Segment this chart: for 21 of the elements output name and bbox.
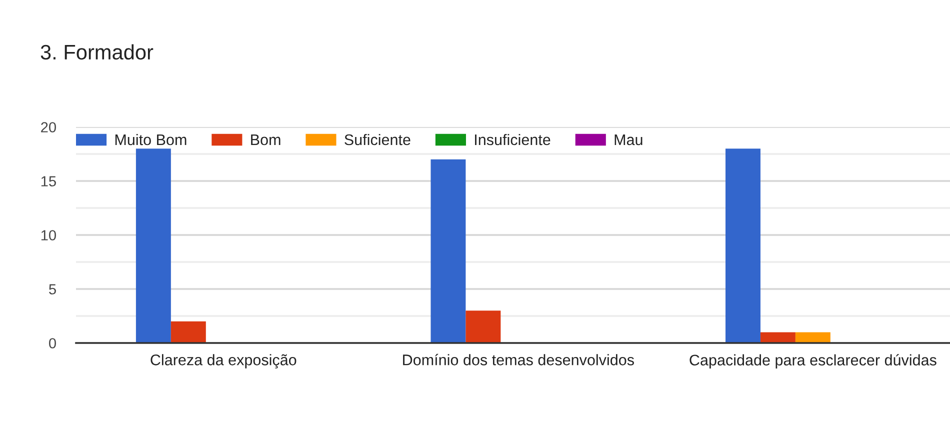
y-tick-label: 0 (49, 338, 56, 348)
bar (795, 332, 830, 343)
bar (170, 321, 206, 343)
bar (466, 310, 501, 343)
bar (430, 159, 466, 343)
y-tick-label: 10 (41, 230, 56, 240)
legend-label: Insuficiente (475, 134, 550, 146)
legend-label: Muito Bom (115, 134, 186, 146)
x-tick-label: Capacidade para esclarecer dúvidas (690, 354, 936, 369)
y-tick-label: 5 (49, 284, 56, 294)
x-tick-label: Clareza da exposição (150, 354, 296, 368)
bar (726, 148, 760, 343)
legend-label: Mau (614, 134, 642, 146)
bar (136, 148, 171, 343)
legend-label: Bom (251, 134, 280, 146)
legend-label: Suficiente (344, 134, 410, 146)
x-tick-label: Domínio dos temas desenvolvidos (403, 354, 634, 366)
chart-title: 3. Formador (40, 44, 154, 60)
y-tick-label: 20 (41, 122, 56, 132)
bar (760, 332, 796, 343)
y-tick-label: 15 (41, 176, 56, 186)
